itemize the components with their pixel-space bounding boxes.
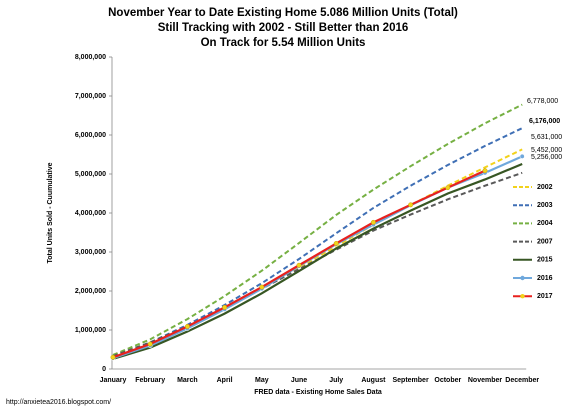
series-marker [519,153,525,159]
legend-label: 2004 [537,220,553,227]
y-tick-label: 5,000,000 [75,171,106,178]
y-tick-label: 0 [102,366,106,373]
x-tick-label: November [468,377,503,384]
x-tick-label: December [505,377,539,384]
series-marker [110,354,116,360]
series-marker [408,202,414,208]
annotation: 5,256,000 [531,154,562,161]
y-tick-label: 7,000,000 [75,93,106,100]
series-marker [222,304,228,310]
x-axis-label: FRED data - Existing Home Sales Data [254,389,382,396]
legend-marker [520,275,525,281]
legend-label: 2015 [537,257,553,264]
y-tick-label: 3,000,000 [75,249,106,256]
source: http://anxietea2016.blogspot.com/ [6,399,111,406]
y-axis-label: Total Units Sold - Cuumulative [47,162,54,263]
legend-label: 2016 [537,275,553,282]
series-marker [333,240,339,246]
chart-title: Still Tracking with 2002 - Still Better … [158,22,409,34]
series-marker [296,262,302,268]
y-tick-label: 1,000,000 [75,327,106,334]
series-line [112,127,523,358]
series-marker [370,219,376,225]
series-marker [147,341,153,347]
x-tick-label: February [135,377,165,384]
series-marker [445,185,451,191]
y-tick-label: 6,000,000 [75,132,106,139]
x-tick-label: March [177,377,198,384]
y-tick-label: 8,000,000 [75,54,106,61]
legend-label: 2003 [537,202,553,209]
annotation: 6,176,000 [529,118,560,125]
annotation: 6,778,000 [527,98,558,105]
x-tick-label: January [100,377,127,384]
legend-label: 2002 [537,184,553,191]
series-line [112,171,523,358]
series-line [112,103,523,356]
x-tick-label: October [434,377,461,384]
legend-marker [520,294,525,299]
legend-label: 2017 [537,293,553,300]
series-marker [184,324,190,329]
chart-title: November Year to Date Existing Home 5.08… [108,7,458,19]
series-marker [259,284,265,290]
annotation: 5,631,000 [531,134,562,141]
chart-title: On Track for 5.54 Million Units [201,37,366,49]
x-tick-label: September [393,377,429,384]
x-tick-label: July [329,377,343,384]
legend-label: 2007 [537,238,553,245]
series-marker [482,168,488,174]
series-line [112,163,523,360]
x-tick-label: August [361,377,386,384]
annotation: 5,452,000 [531,147,562,154]
y-tick-label: 4,000,000 [75,210,106,217]
x-tick-label: May [255,377,269,384]
x-tick-label: April [217,377,233,384]
y-tick-label: 2,000,000 [75,288,106,295]
x-tick-label: June [291,377,307,384]
